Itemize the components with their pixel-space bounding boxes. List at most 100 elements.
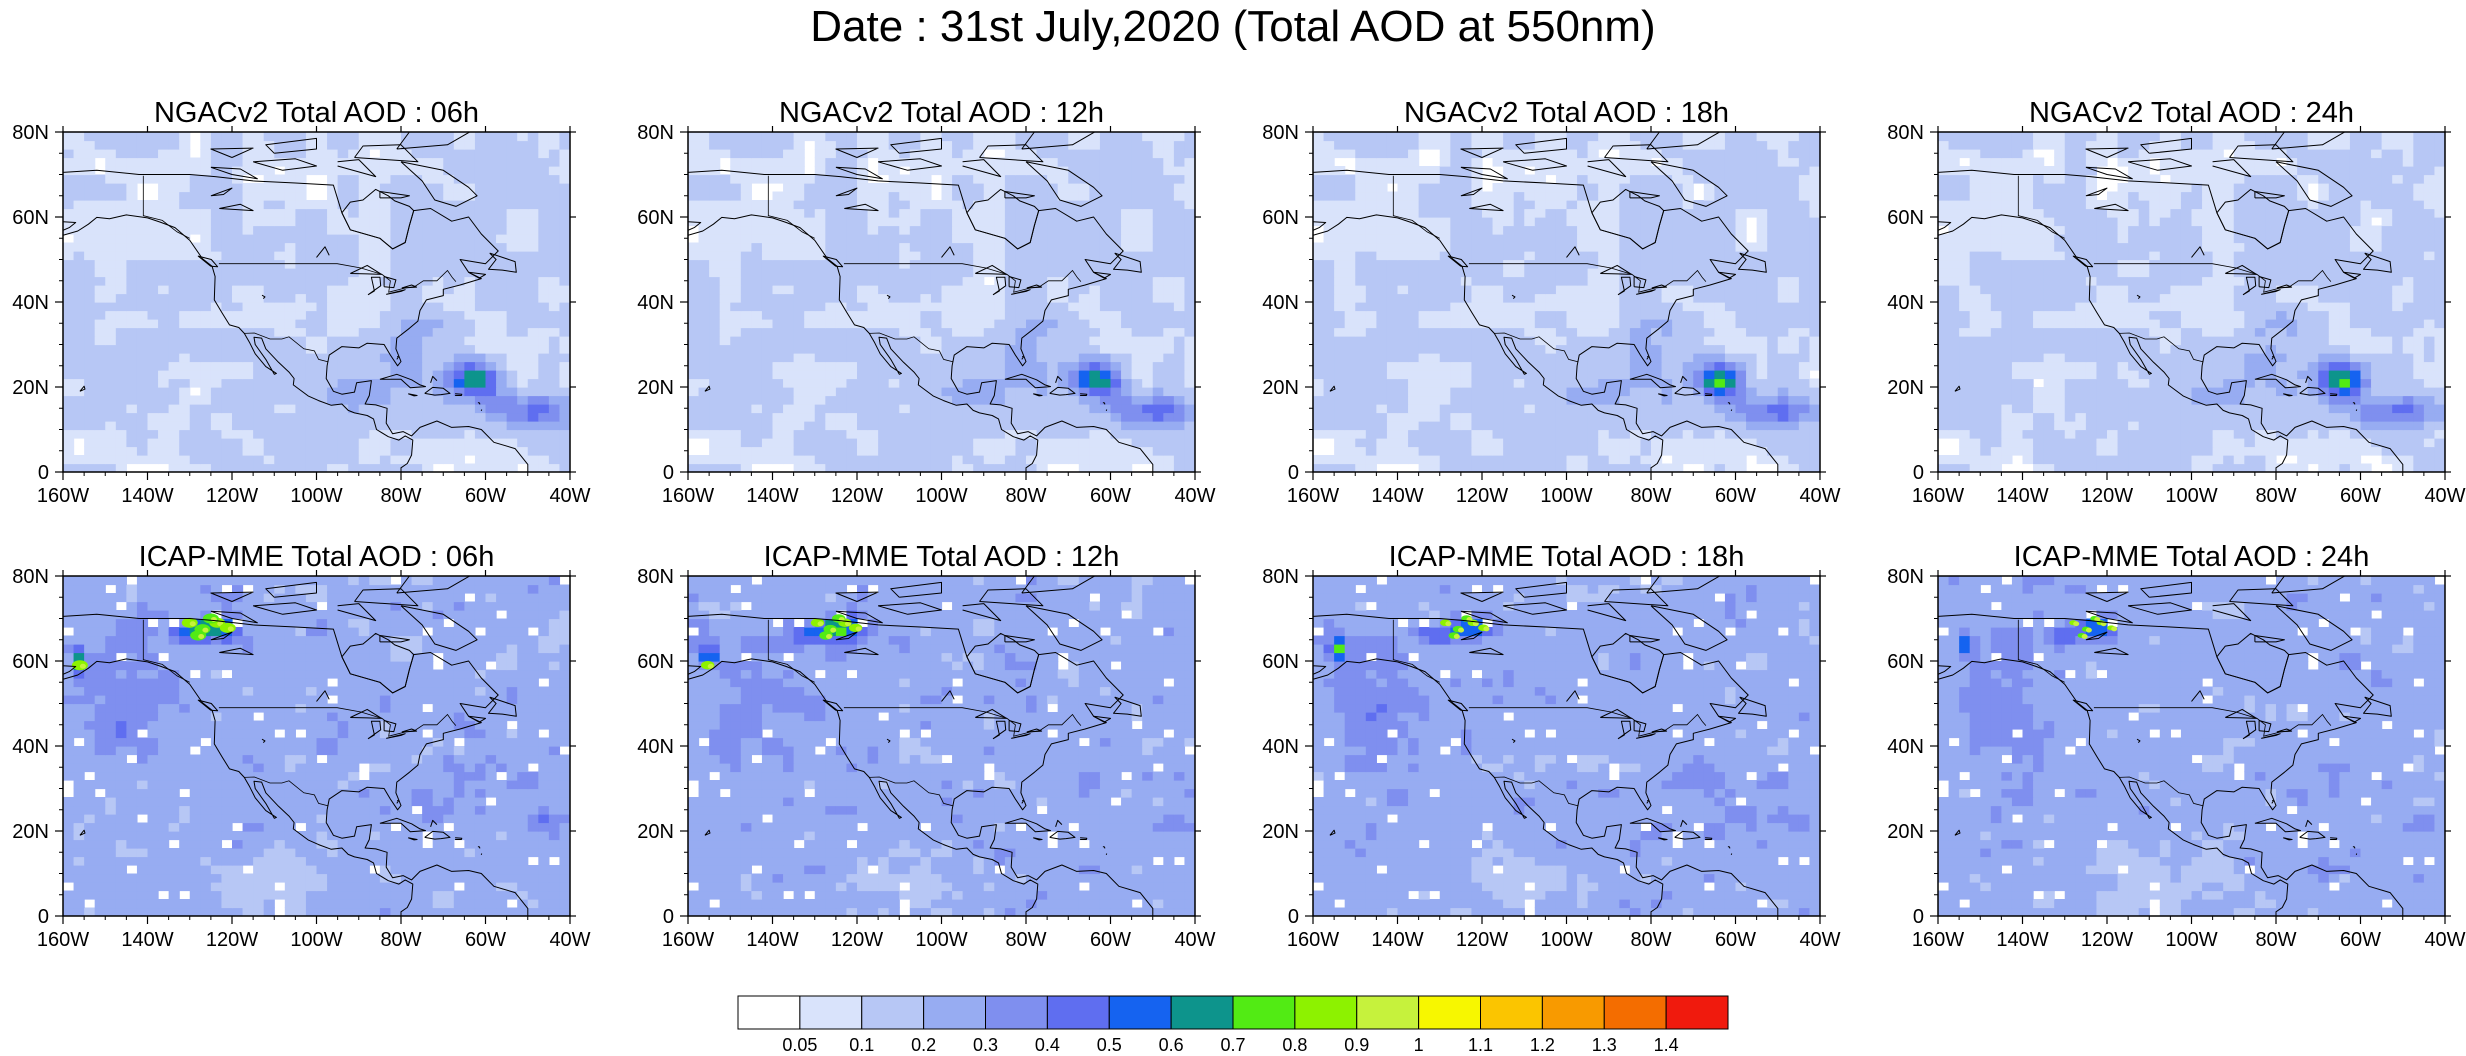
colorbar-label: 0.2 [911, 1035, 936, 1055]
lon-tick-label: 60W [1090, 485, 1131, 507]
aod-field [1313, 132, 1820, 472]
lat-tick-label: 60N [12, 651, 49, 673]
lat-tick-label: 20N [637, 821, 674, 843]
colorbar-label: 0.7 [1220, 1035, 1245, 1055]
lon-tick-label: 40W [1174, 929, 1215, 951]
map-panel-5: ICAP-MME Total AOD : 06h 160W 140W 120W 100W… [12, 541, 590, 951]
lon-tick-label: 120W [1456, 929, 1508, 951]
colorbar: 0.05 0.1 0.2 0.3 0.4 0.5 0.6 0.7 0.8 0.9 1 1.1 1.2 1.… [737, 995, 1729, 1055]
lon-tick-label: 60W [1090, 929, 1131, 951]
lon-tick-label: 60W [2340, 485, 2381, 507]
map-panel-3: NGACv2 Total AOD : 18h 160W 140W 120W 100W 80… [1262, 97, 1840, 507]
panel-title: NGACv2 Total AOD : 12h [779, 97, 1104, 129]
colorbar-label: 0.05 [782, 1035, 817, 1055]
lon-tick-label: 100W [915, 929, 967, 951]
colorbar-swatch [1294, 995, 1358, 1030]
lon-tick-label: 80W [1005, 485, 1046, 507]
lon-tick-label: 120W [2081, 485, 2133, 507]
lat-tick-label: 40N [12, 292, 49, 314]
lon-tick-label: 80W [1630, 485, 1671, 507]
lat-tick-label: 40N [1887, 292, 1924, 314]
lat-tick-label: 80N [1262, 122, 1299, 144]
lon-tick-label: 160W [1287, 929, 1339, 951]
lat-tick-label: 0 [663, 462, 674, 484]
lat-tick-label: 40N [637, 736, 674, 758]
lat-tick-label: 80N [1887, 566, 1924, 588]
colorbar-label: 1.2 [1530, 1035, 1555, 1055]
lon-tick-label: 100W [290, 485, 342, 507]
lon-tick-label: 100W [2165, 929, 2217, 951]
lon-tick-label: 80W [1630, 929, 1671, 951]
colorbar-swatch [1170, 995, 1234, 1030]
lon-tick-label: 40W [1174, 485, 1215, 507]
colorbar-swatch [799, 995, 863, 1030]
lat-tick-label: 60N [1887, 651, 1924, 673]
aod-field [1313, 576, 1820, 916]
colorbar-swatch [1046, 995, 1110, 1030]
lon-tick-label: 120W [831, 929, 883, 951]
aod-field [63, 576, 570, 916]
lat-tick-label: 40N [637, 292, 674, 314]
lon-tick-label: 60W [465, 929, 506, 951]
panel-title: ICAP-MME Total AOD : 18h [1389, 541, 1745, 573]
lat-tick-label: 40N [12, 736, 49, 758]
map-panel-4: NGACv2 Total AOD : 24h 160W 140W 120W 100W 80… [1887, 97, 2465, 507]
lat-tick-label: 40N [1262, 736, 1299, 758]
colorbar-swatch [1418, 995, 1482, 1030]
lon-tick-label: 60W [465, 485, 506, 507]
colorbar-label: 1 [1414, 1035, 1424, 1055]
lat-tick-label: 80N [1887, 122, 1924, 144]
lon-tick-label: 160W [37, 485, 89, 507]
colorbar-label: 1.3 [1592, 1035, 1617, 1055]
coastline [1313, 132, 1779, 472]
colorbar-label: 1.4 [1654, 1035, 1679, 1055]
colorbar-label: 0.6 [1159, 1035, 1184, 1055]
lon-tick-label: 80W [380, 929, 421, 951]
lon-tick-label: 40W [549, 929, 590, 951]
lat-tick-label: 0 [38, 462, 49, 484]
colorbar-swatch [1232, 995, 1296, 1030]
coastline [688, 132, 1154, 472]
lon-tick-label: 80W [2255, 929, 2296, 951]
lat-tick-label: 0 [1913, 462, 1924, 484]
aod-field [688, 132, 1195, 472]
lon-tick-label: 40W [1799, 929, 1840, 951]
lon-tick-label: 40W [549, 485, 590, 507]
lon-tick-label: 100W [915, 485, 967, 507]
colorbar-swatch [985, 995, 1048, 1030]
lon-tick-label: 80W [1005, 929, 1046, 951]
colorbar-swatch [1480, 995, 1543, 1030]
colorbar-swatch [1108, 995, 1172, 1030]
lon-tick-label: 140W [1996, 929, 2048, 951]
lon-tick-label: 120W [831, 485, 883, 507]
aod-field [688, 576, 1195, 916]
aod-field [1938, 132, 2445, 472]
lat-tick-label: 0 [1913, 906, 1924, 928]
aod-field [1938, 576, 2445, 916]
panel-title: NGACv2 Total AOD : 18h [1404, 97, 1729, 129]
colorbar-label: 0.9 [1344, 1035, 1369, 1055]
lon-tick-label: 40W [2424, 485, 2465, 507]
lon-tick-label: 160W [662, 485, 714, 507]
lat-tick-label: 60N [1262, 207, 1299, 229]
lon-tick-label: 120W [2081, 929, 2133, 951]
coastline [63, 132, 529, 472]
lat-tick-label: 20N [1887, 377, 1924, 399]
lon-tick-label: 100W [1540, 929, 1592, 951]
colorbar-swatch [1665, 995, 1729, 1030]
lat-tick-label: 80N [12, 122, 49, 144]
panel-title: ICAP-MME Total AOD : 12h [764, 541, 1120, 573]
lat-tick-label: 20N [12, 821, 49, 843]
lon-tick-label: 120W [206, 929, 258, 951]
lon-tick-label: 60W [1715, 485, 1756, 507]
lon-tick-label: 140W [121, 929, 173, 951]
colorbar-swatch [923, 995, 987, 1030]
lat-tick-label: 0 [663, 906, 674, 928]
lat-tick-label: 80N [637, 122, 674, 144]
lat-tick-label: 60N [1887, 207, 1924, 229]
lat-tick-label: 40N [1887, 736, 1924, 758]
lon-tick-label: 120W [1456, 485, 1508, 507]
lat-tick-label: 80N [12, 566, 49, 588]
lon-tick-label: 140W [746, 929, 798, 951]
